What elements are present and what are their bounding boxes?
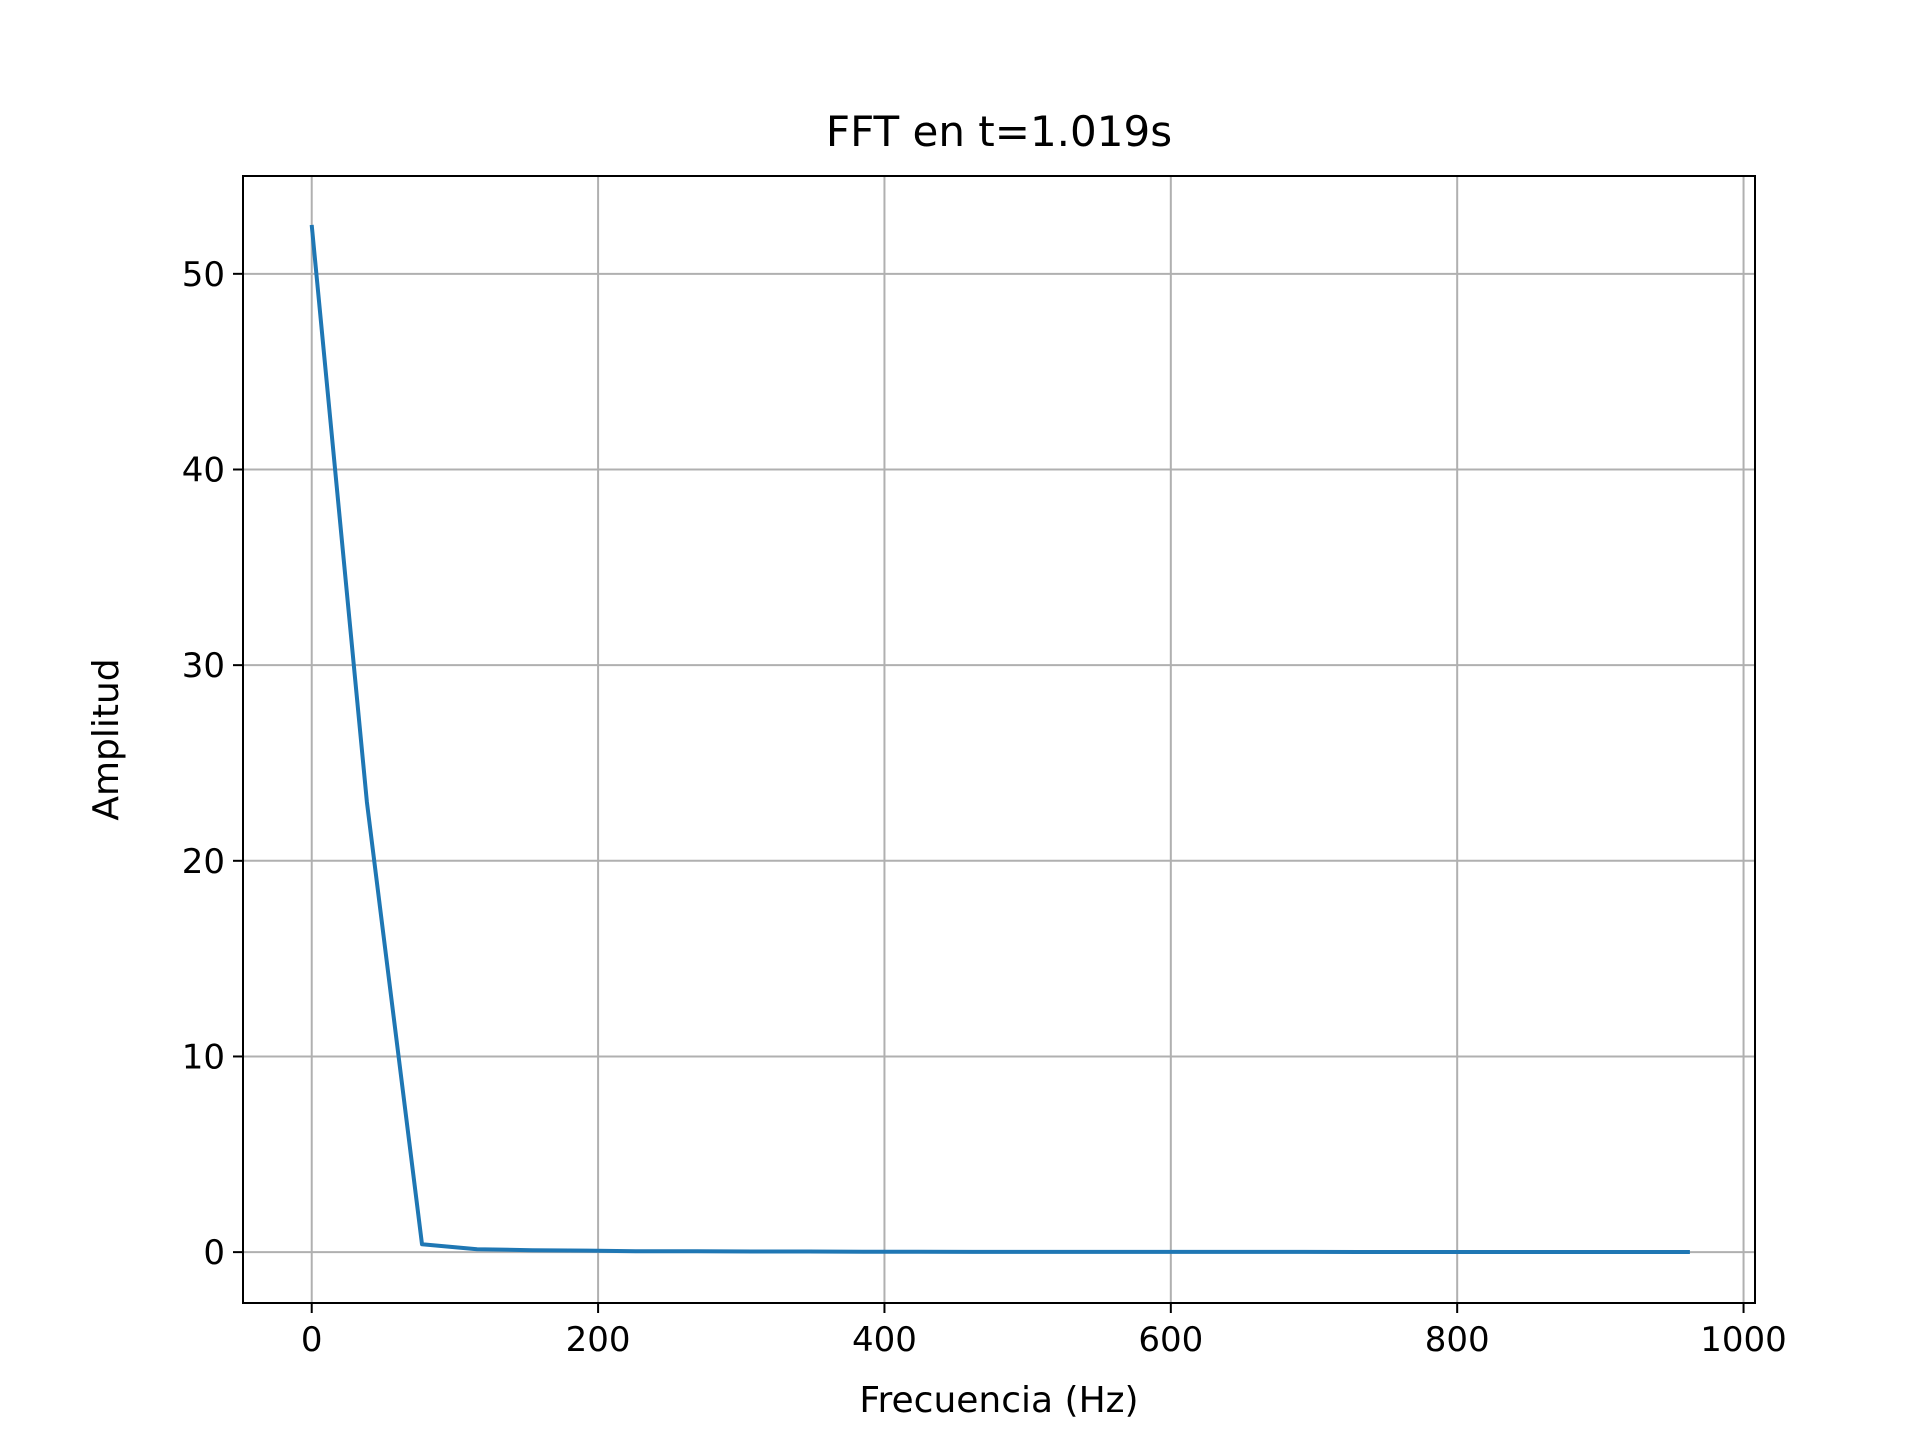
y-tick-label: 0 (203, 1233, 225, 1273)
x-tick-label: 600 (1138, 1320, 1203, 1360)
grid (243, 176, 1755, 1303)
x-tick-label: 200 (566, 1320, 631, 1360)
plot-area-frame (242, 175, 1756, 1304)
x-tick-label: 400 (852, 1320, 917, 1360)
y-tick-label: 40 (182, 450, 225, 490)
ticks: 0 200 400 600 800 1000 0 10 20 30 40 50 (182, 255, 1787, 1360)
y-tick-label: 30 (182, 646, 225, 686)
chart-title: FFT en t=1.019s (826, 107, 1172, 156)
x-tick-label: 0 (301, 1320, 323, 1360)
x-tick-label: 1000 (1700, 1320, 1787, 1360)
y-tick-label: 20 (182, 842, 225, 882)
y-tick-label: 10 (182, 1037, 225, 1077)
x-tick-label: 800 (1425, 1320, 1490, 1360)
series-line (309, 224, 1690, 1254)
y-tick-label: 50 (182, 255, 225, 295)
series-layer (309, 224, 1690, 1254)
x-axis-title: Frecuencia (Hz) (859, 1380, 1138, 1421)
y-axis-title: Amplitud (86, 658, 127, 820)
